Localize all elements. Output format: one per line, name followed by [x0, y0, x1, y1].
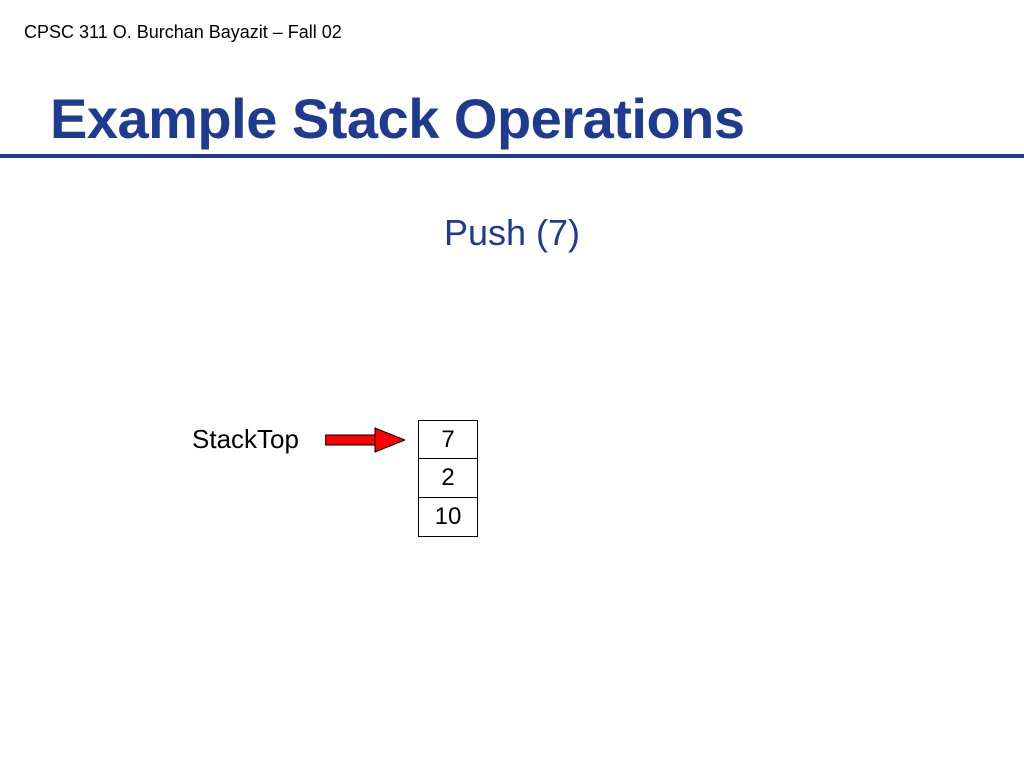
stack-diagram: 7 2 10	[418, 420, 478, 537]
stacktop-arrow-icon	[325, 424, 405, 456]
course-header: CPSC 311 O. Burchan Bayazit – Fall 02	[24, 22, 342, 43]
operation-label: Push (7)	[0, 212, 1024, 254]
stack-cell: 7	[418, 420, 478, 459]
slide-title: Example Stack Operations	[50, 86, 745, 151]
title-underline	[0, 154, 1024, 158]
stack-cell: 2	[418, 459, 478, 498]
slide: CPSC 311 O. Burchan Bayazit – Fall 02 Ex…	[0, 0, 1024, 768]
stack-cell: 10	[418, 498, 478, 537]
stacktop-label: StackTop	[192, 424, 299, 455]
